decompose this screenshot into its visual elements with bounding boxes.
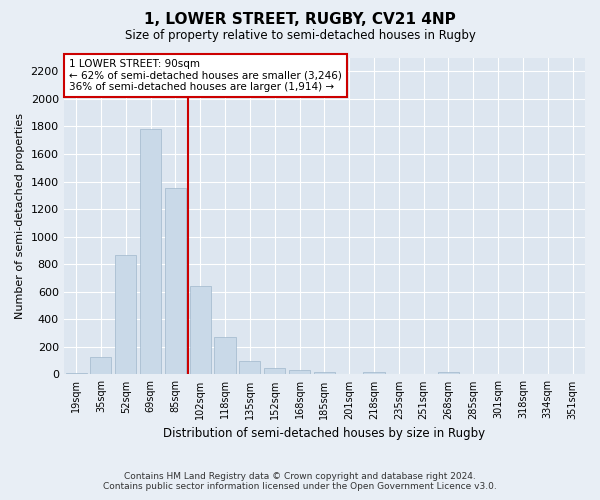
- Bar: [214, 337, 236, 374]
- Bar: [115, 254, 136, 374]
- Y-axis label: Number of semi-detached properties: Number of semi-detached properties: [15, 113, 25, 319]
- Bar: [264, 368, 285, 374]
- Bar: [165, 188, 186, 374]
- Text: 1 LOWER STREET: 90sqm
← 62% of semi-detached houses are smaller (3,246)
36% of s: 1 LOWER STREET: 90sqm ← 62% of semi-deta…: [69, 59, 342, 92]
- Bar: [190, 286, 211, 374]
- Bar: [289, 370, 310, 374]
- Bar: [438, 372, 459, 374]
- Bar: [314, 372, 335, 374]
- Bar: [239, 360, 260, 374]
- X-axis label: Distribution of semi-detached houses by size in Rugby: Distribution of semi-detached houses by …: [163, 427, 485, 440]
- Bar: [140, 129, 161, 374]
- Bar: [65, 373, 86, 374]
- Text: 1, LOWER STREET, RUGBY, CV21 4NP: 1, LOWER STREET, RUGBY, CV21 4NP: [144, 12, 456, 28]
- Text: Contains HM Land Registry data © Crown copyright and database right 2024.
Contai: Contains HM Land Registry data © Crown c…: [103, 472, 497, 491]
- Bar: [364, 372, 385, 374]
- Text: Size of property relative to semi-detached houses in Rugby: Size of property relative to semi-detach…: [125, 29, 475, 42]
- Bar: [91, 357, 112, 374]
